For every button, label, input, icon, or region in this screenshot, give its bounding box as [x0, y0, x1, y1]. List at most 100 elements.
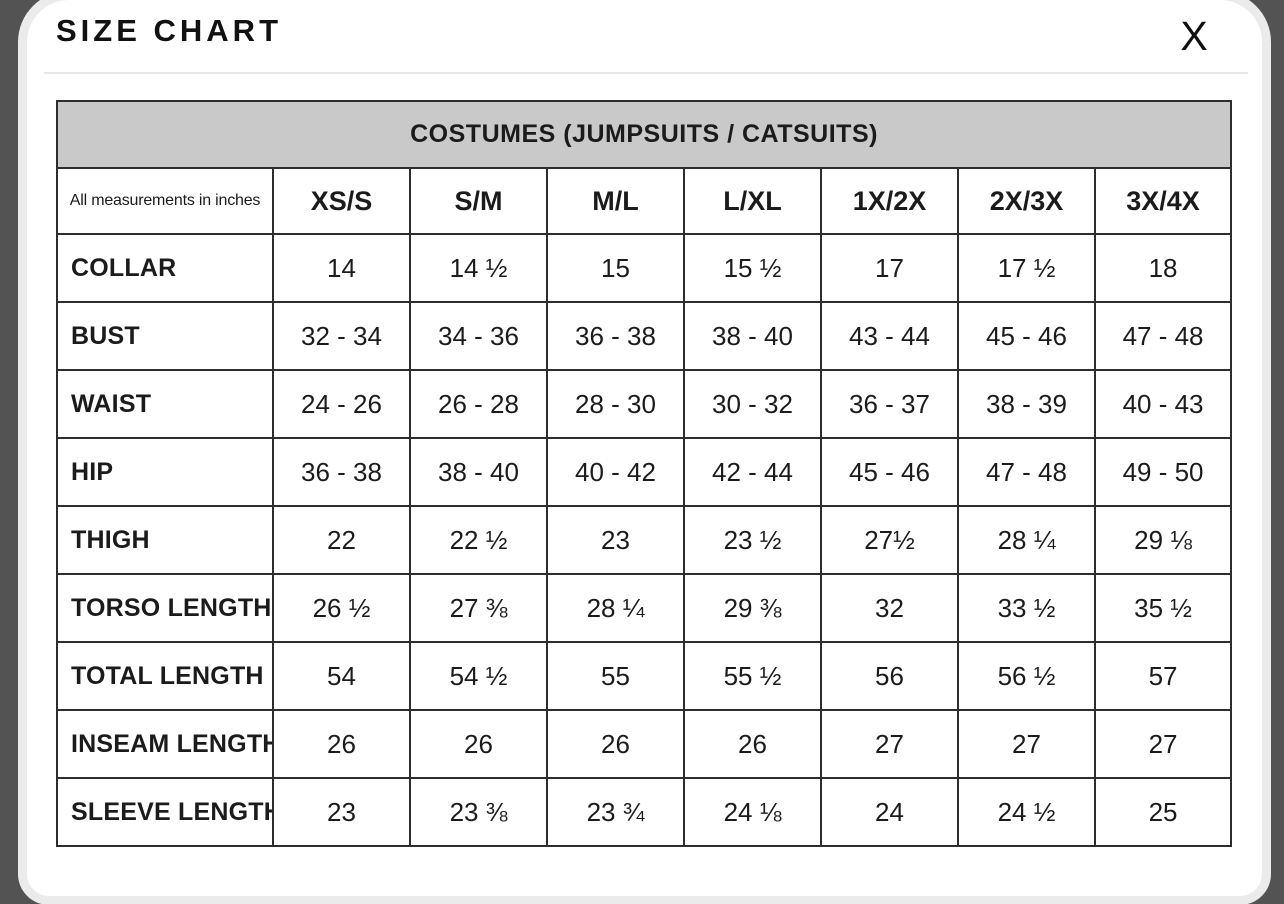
- header-divider: [44, 72, 1248, 74]
- measurement-value: 35 ½: [1093, 573, 1233, 643]
- measurement-value: 24 ½: [957, 777, 1096, 847]
- measurement-value: 26: [272, 709, 411, 779]
- measurement-value: 47 - 48: [1093, 301, 1233, 371]
- measurement-value: 33 ½: [957, 573, 1096, 643]
- measurement-value: 27: [820, 709, 959, 779]
- size-column-header: S/M: [409, 167, 548, 235]
- measurement-label: HIP: [56, 437, 274, 507]
- size-table-body: COLLAR 14 14 ½ 15 15 ½ 17 17 ½ 18 BUST 32 - 34 34 …: [56, 233, 1233, 847]
- measurement-value: 38 - 39: [957, 369, 1096, 439]
- size-column-header: L/XL: [683, 167, 822, 235]
- measurement-value: 23: [272, 777, 411, 847]
- size-column-header: 1X/2X: [820, 167, 959, 235]
- measurement-value: 36 - 37: [820, 369, 959, 439]
- measurements-note: All measurements in inches: [56, 167, 274, 235]
- table-row: TORSO LENGTH 26 ½ 27 ⅜ 28 ¼ 29 ⅜ 32 33 ½ 35 ½: [56, 573, 1233, 643]
- measurement-value: 38 - 40: [409, 437, 548, 507]
- measurement-value: 15: [546, 233, 685, 303]
- measurement-value: 40 - 42: [546, 437, 685, 507]
- measurement-value: 24: [820, 777, 959, 847]
- measurement-value: 29 ⅛: [1093, 505, 1233, 575]
- table-row: HIP 36 - 38 38 - 40 40 - 42 42 - 44 45 - 46 47…: [56, 437, 1233, 507]
- close-icon: X: [1180, 13, 1208, 59]
- size-column-header: 3X/4X: [1093, 167, 1233, 235]
- measurement-value: 23 ¾: [546, 777, 685, 847]
- measurement-value: 56 ½: [957, 641, 1096, 711]
- measurement-value: 26: [683, 709, 822, 779]
- measurement-value: 32 - 34: [272, 301, 411, 371]
- measurement-value: 24 - 26: [272, 369, 411, 439]
- measurement-value: 55: [546, 641, 685, 711]
- measurement-value: 27: [957, 709, 1096, 779]
- size-column-header: 2X/3X: [957, 167, 1096, 235]
- close-button[interactable]: X: [1170, 10, 1218, 62]
- measurement-value: 17: [820, 233, 959, 303]
- measurement-value: 29 ⅜: [683, 573, 822, 643]
- measurement-value: 36 - 38: [546, 301, 685, 371]
- table-row: SLEEVE LENGTH 23 23 ⅜ 23 ¾ 24 ⅛ 24 24 ½ 25: [56, 777, 1233, 847]
- table-row: THIGH 22 22 ½ 23 23 ½ 27½ 28 ¼ 29 ⅛: [56, 505, 1233, 575]
- measurement-value: 26: [546, 709, 685, 779]
- measurement-value: 30 - 32: [683, 369, 822, 439]
- measurement-value: 54 ½: [409, 641, 548, 711]
- measurement-label: WAIST: [56, 369, 274, 439]
- measurement-value: 28 ¼: [957, 505, 1096, 575]
- measurement-value: 26 - 28: [409, 369, 548, 439]
- measurement-value: 49 - 50: [1093, 437, 1233, 507]
- measurement-value: 43 - 44: [820, 301, 959, 371]
- measurement-value: 14: [272, 233, 411, 303]
- modal-header: SIZE CHART X: [27, 0, 1262, 74]
- measurement-value: 56: [820, 641, 959, 711]
- size-column-header: XS/S: [272, 167, 411, 235]
- page-title: SIZE CHART: [56, 13, 282, 48]
- measurement-value: 45 - 46: [820, 437, 959, 507]
- measurement-value: 22 ½: [409, 505, 548, 575]
- measurement-value: 40 - 43: [1093, 369, 1233, 439]
- measurement-value: 28 ¼: [546, 573, 685, 643]
- measurement-value: 23 ½: [683, 505, 822, 575]
- measurement-label: COLLAR: [56, 233, 274, 303]
- measurement-label: INSEAM LENGTH: [56, 709, 274, 779]
- measurement-label: TOTAL LENGTH: [56, 641, 274, 711]
- table-row: TOTAL LENGTH 54 54 ½ 55 55 ½ 56 56 ½ 57: [56, 641, 1233, 711]
- measurement-value: 26: [409, 709, 548, 779]
- measurement-value: 26 ½: [272, 573, 411, 643]
- measurement-value: 36 - 38: [272, 437, 411, 507]
- table-row: INSEAM LENGTH 26 26 26 26 27 27 27: [56, 709, 1233, 779]
- measurement-value: 27½: [820, 505, 959, 575]
- measurement-value: 38 - 40: [683, 301, 822, 371]
- measurement-value: 54: [272, 641, 411, 711]
- measurement-value: 57: [1093, 641, 1233, 711]
- measurement-value: 15 ½: [683, 233, 822, 303]
- measurement-value: 27: [1093, 709, 1233, 779]
- table-row: WAIST 24 - 26 26 - 28 28 - 30 30 - 32 36 - 37…: [56, 369, 1233, 439]
- measurement-value: 23 ⅜: [409, 777, 548, 847]
- measurement-value: 28 - 30: [546, 369, 685, 439]
- measurement-value: 45 - 46: [957, 301, 1096, 371]
- table-row: COLLAR 14 14 ½ 15 15 ½ 17 17 ½ 18: [56, 233, 1233, 303]
- measurement-label: SLEEVE LENGTH: [56, 777, 274, 847]
- measurement-value: 55 ½: [683, 641, 822, 711]
- measurement-value: 32: [820, 573, 959, 643]
- measurement-value: 14 ½: [409, 233, 548, 303]
- measurement-value: 24 ⅛: [683, 777, 822, 847]
- size-chart-table: COSTUMES (JUMPSUITS / CATSUITS) All meas…: [55, 100, 1233, 847]
- measurement-value: 23: [546, 505, 685, 575]
- measurement-value: 42 - 44: [683, 437, 822, 507]
- size-column-header: M/L: [546, 167, 685, 235]
- size-chart-modal: SIZE CHART X COSTUMES (JUMPSUITS / CATSU…: [27, 0, 1262, 896]
- measurement-label: THIGH: [56, 505, 274, 575]
- measurement-label: TORSO LENGTH: [56, 573, 274, 643]
- table-row: BUST 32 - 34 34 - 36 36 - 38 38 - 40 43 - 44 4…: [56, 301, 1233, 371]
- table-banner-row: COSTUMES (JUMPSUITS / CATSUITS): [55, 100, 1233, 169]
- measurement-value: 17 ½: [957, 233, 1096, 303]
- table-banner-title: COSTUMES (JUMPSUITS / CATSUITS): [55, 100, 1233, 169]
- column-header-row: All measurements in inches XS/S S/M M/L …: [56, 167, 1233, 235]
- measurement-value: 34 - 36: [409, 301, 548, 371]
- measurement-value: 47 - 48: [957, 437, 1096, 507]
- measurement-label: BUST: [56, 301, 274, 371]
- measurement-value: 25: [1093, 777, 1233, 847]
- measurement-value: 18: [1093, 233, 1233, 303]
- measurement-value: 22: [272, 505, 411, 575]
